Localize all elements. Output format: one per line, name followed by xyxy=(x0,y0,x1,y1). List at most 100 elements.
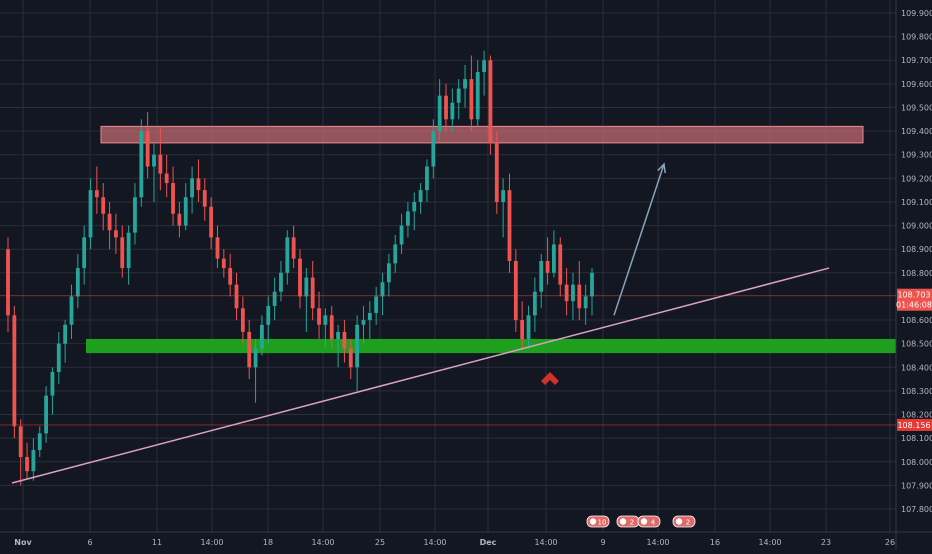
candle[interactable] xyxy=(25,442,29,479)
candle[interactable] xyxy=(253,338,258,403)
event-badge-icon[interactable]: 2 xyxy=(616,515,640,528)
candle-body[interactable] xyxy=(406,211,410,226)
candle-body[interactable] xyxy=(437,95,442,132)
candle[interactable] xyxy=(88,178,93,250)
candle-body[interactable] xyxy=(583,296,588,309)
candle-body[interactable] xyxy=(418,190,423,202)
candle[interactable] xyxy=(75,253,80,309)
candle-body[interactable] xyxy=(380,282,385,297)
candle[interactable] xyxy=(545,237,550,285)
candle[interactable] xyxy=(56,331,61,384)
candle[interactable] xyxy=(260,315,264,356)
candle-body[interactable] xyxy=(75,268,80,297)
candle-body[interactable] xyxy=(6,249,10,316)
candle-body[interactable] xyxy=(228,268,233,285)
candle-body[interactable] xyxy=(450,102,455,120)
candle[interactable] xyxy=(399,213,404,254)
candle-body[interactable] xyxy=(399,225,404,245)
event-badge-icon[interactable]: 2 xyxy=(672,515,696,528)
event-badge-icon[interactable]: 4 xyxy=(637,515,661,528)
candle-body[interactable] xyxy=(247,331,252,368)
candle-body[interactable] xyxy=(412,201,417,212)
candle[interactable] xyxy=(558,237,563,297)
candle[interactable] xyxy=(310,261,315,321)
candle[interactable] xyxy=(50,367,55,415)
candle[interactable] xyxy=(190,166,194,214)
candle[interactable] xyxy=(183,183,188,231)
candle[interactable] xyxy=(304,268,309,332)
candle-body[interactable] xyxy=(323,315,328,325)
candle[interactable] xyxy=(164,154,169,198)
candle-body[interactable] xyxy=(342,331,347,349)
candle[interactable] xyxy=(196,159,201,202)
candle[interactable] xyxy=(336,324,340,368)
candle[interactable] xyxy=(501,178,506,238)
candle[interactable] xyxy=(393,235,398,273)
arrow-up-right-icon[interactable] xyxy=(657,162,666,174)
candle[interactable] xyxy=(18,419,23,486)
candle-body[interactable] xyxy=(266,305,271,325)
candle[interactable] xyxy=(475,60,480,127)
candle-body[interactable] xyxy=(374,296,379,313)
candle-body[interactable] xyxy=(526,315,531,339)
candle[interactable] xyxy=(221,249,226,278)
candle[interactable] xyxy=(298,249,302,309)
candle[interactable] xyxy=(348,338,353,380)
candle[interactable] xyxy=(431,119,436,179)
candle-body[interactable] xyxy=(425,166,429,191)
candle-body[interactable] xyxy=(164,173,169,184)
candle-body[interactable] xyxy=(240,308,245,332)
candle[interactable] xyxy=(590,268,594,316)
candle-body[interactable] xyxy=(25,457,29,472)
ascending-trendline[interactable] xyxy=(11,267,830,484)
candle[interactable] xyxy=(437,79,442,143)
candle-body[interactable] xyxy=(367,312,372,321)
candle[interactable] xyxy=(272,277,277,321)
candle[interactable] xyxy=(488,55,493,155)
candle-body[interactable] xyxy=(348,348,353,368)
support-zone[interactable] xyxy=(86,338,896,354)
candle[interactable] xyxy=(107,201,112,250)
candle[interactable] xyxy=(44,386,48,443)
candle[interactable] xyxy=(367,301,372,339)
candle[interactable] xyxy=(507,173,512,273)
candle[interactable] xyxy=(177,201,182,238)
candle[interactable] xyxy=(494,131,499,214)
candle-body[interactable] xyxy=(298,258,302,297)
candle-body[interactable] xyxy=(56,343,61,373)
candle-body[interactable] xyxy=(507,190,512,261)
candle[interactable] xyxy=(145,112,150,179)
candle-body[interactable] xyxy=(475,72,480,120)
candle[interactable] xyxy=(158,126,163,191)
candle[interactable] xyxy=(450,88,455,132)
candle[interactable] xyxy=(520,301,525,349)
candle[interactable] xyxy=(152,142,156,202)
candle-body[interactable] xyxy=(272,291,277,306)
candle[interactable] xyxy=(526,305,531,349)
candle-body[interactable] xyxy=(152,154,156,167)
candle[interactable] xyxy=(101,183,106,231)
candle-body[interactable] xyxy=(488,60,493,143)
candle-body[interactable] xyxy=(532,291,537,316)
candle-body[interactable] xyxy=(221,258,226,269)
candle[interactable] xyxy=(126,225,131,285)
candle-body[interactable] xyxy=(552,244,556,273)
candle-body[interactable] xyxy=(107,213,112,231)
candle[interactable] xyxy=(69,284,74,339)
candle-body[interactable] xyxy=(463,79,467,89)
candle[interactable] xyxy=(444,83,448,132)
candle[interactable] xyxy=(374,286,379,325)
candle-body[interactable] xyxy=(196,178,201,191)
candle-body[interactable] xyxy=(558,244,563,285)
candle[interactable] xyxy=(539,253,544,309)
candle-body[interactable] xyxy=(469,79,474,120)
candle-body[interactable] xyxy=(336,331,340,339)
candle[interactable] xyxy=(361,305,366,344)
candle-body[interactable] xyxy=(501,190,506,202)
candle-body[interactable] xyxy=(145,131,150,167)
candle[interactable] xyxy=(171,166,175,226)
candle-body[interactable] xyxy=(12,315,17,427)
candle-body[interactable] xyxy=(253,348,258,368)
